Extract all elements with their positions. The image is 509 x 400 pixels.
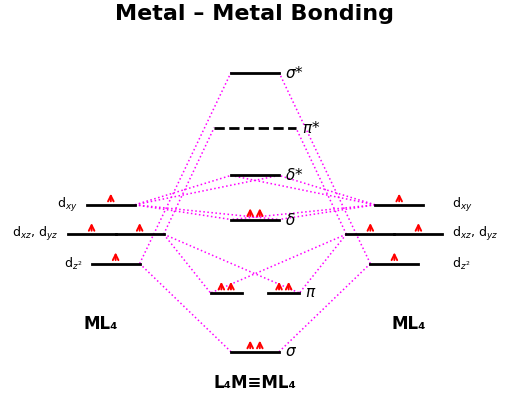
Text: d$_{z^2}$: d$_{z^2}$ (451, 256, 469, 272)
Text: d$_{xz}$, d$_{yz}$: d$_{xz}$, d$_{yz}$ (451, 225, 497, 243)
Text: $\pi$*: $\pi$* (301, 120, 319, 136)
Text: $\sigma$*: $\sigma$* (284, 64, 303, 80)
Text: d$_{xy}$: d$_{xy}$ (56, 196, 77, 214)
Text: d$_{xy}$: d$_{xy}$ (451, 196, 472, 214)
Text: ML₄: ML₄ (391, 315, 425, 333)
Text: $\pi$: $\pi$ (304, 286, 316, 300)
Text: L₄M≡ML₄: L₄M≡ML₄ (213, 374, 296, 392)
Text: $\delta$: $\delta$ (284, 212, 295, 228)
Text: $\delta$*: $\delta$* (284, 168, 303, 184)
Text: d$_{z^2}$: d$_{z^2}$ (64, 256, 82, 272)
Title: Metal – Metal Bonding: Metal – Metal Bonding (115, 4, 394, 24)
Text: d$_{xz}$, d$_{yz}$: d$_{xz}$, d$_{yz}$ (12, 225, 58, 243)
Text: $\sigma$: $\sigma$ (284, 344, 296, 359)
Text: ML₄: ML₄ (84, 315, 118, 333)
